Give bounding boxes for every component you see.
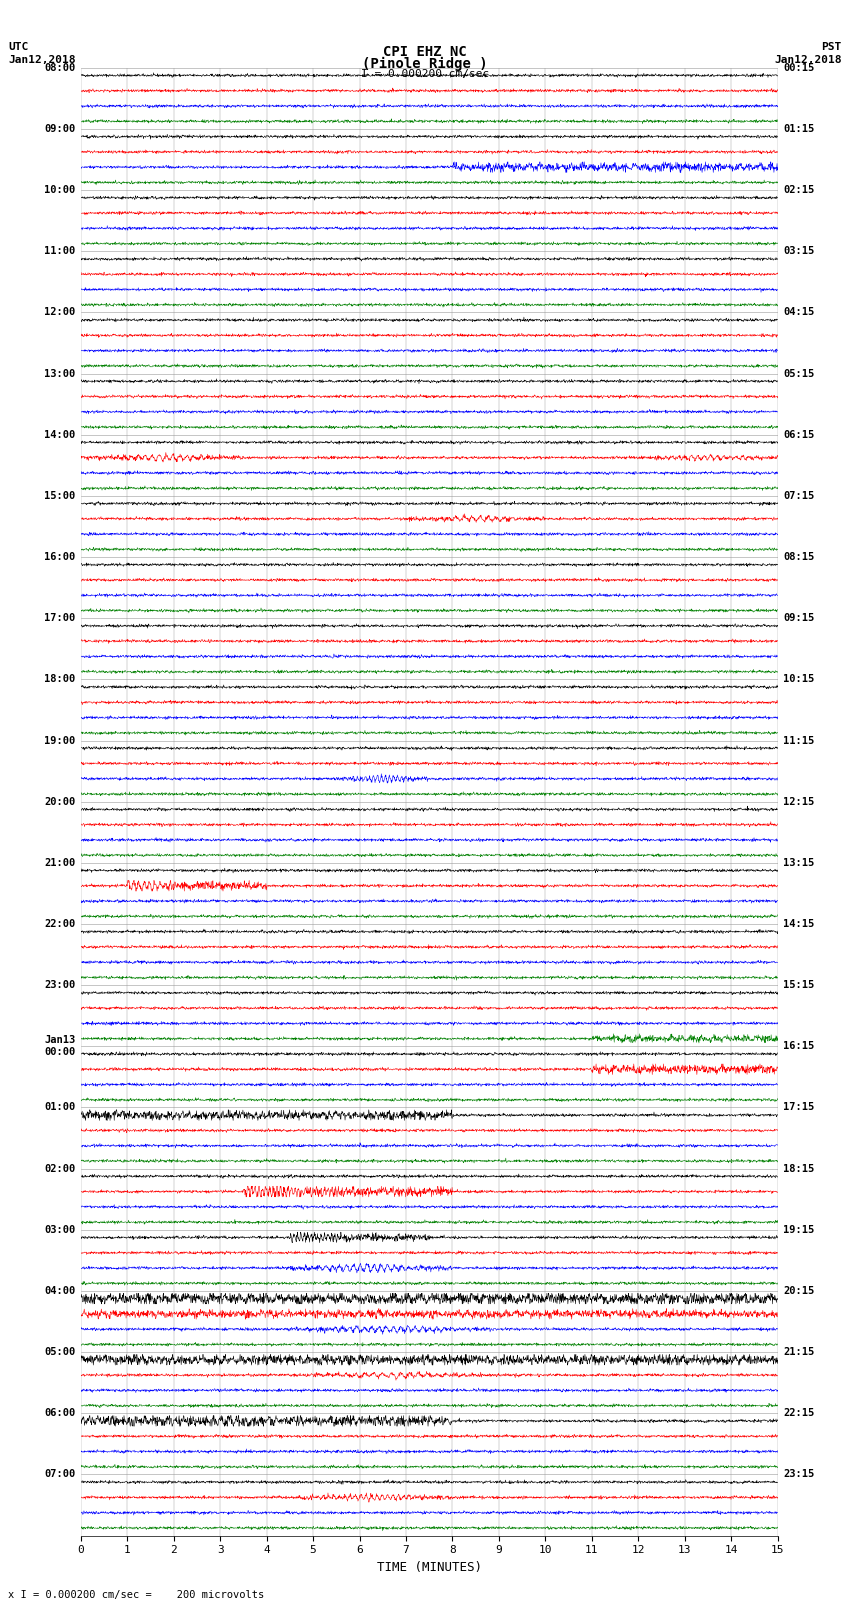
Text: CPI EHZ NC: CPI EHZ NC xyxy=(383,45,467,60)
Text: 22:00: 22:00 xyxy=(44,919,75,929)
Text: 14:00: 14:00 xyxy=(44,429,75,440)
Text: 08:00: 08:00 xyxy=(44,63,75,73)
Text: 01:00: 01:00 xyxy=(44,1102,75,1113)
Text: Jan12,2018: Jan12,2018 xyxy=(774,55,842,65)
Text: 08:15: 08:15 xyxy=(784,552,814,561)
Text: UTC: UTC xyxy=(8,42,29,52)
Text: 16:00: 16:00 xyxy=(44,552,75,561)
Text: 13:00: 13:00 xyxy=(44,368,75,379)
Text: 00:15: 00:15 xyxy=(784,63,814,73)
Text: 13:15: 13:15 xyxy=(784,858,814,868)
Text: Jan12,2018: Jan12,2018 xyxy=(8,55,76,65)
Text: 18:00: 18:00 xyxy=(44,674,75,684)
Text: 17:15: 17:15 xyxy=(784,1102,814,1113)
Text: 10:15: 10:15 xyxy=(784,674,814,684)
Text: PST: PST xyxy=(821,42,842,52)
Text: 02:15: 02:15 xyxy=(784,185,814,195)
Text: 04:15: 04:15 xyxy=(784,308,814,318)
Text: 22:15: 22:15 xyxy=(784,1408,814,1418)
Text: 12:15: 12:15 xyxy=(784,797,814,806)
Text: 10:00: 10:00 xyxy=(44,185,75,195)
Text: 07:00: 07:00 xyxy=(44,1469,75,1479)
Text: 19:00: 19:00 xyxy=(44,736,75,745)
Text: 21:00: 21:00 xyxy=(44,858,75,868)
Text: 20:15: 20:15 xyxy=(784,1286,814,1295)
Text: 03:15: 03:15 xyxy=(784,247,814,256)
X-axis label: TIME (MINUTES): TIME (MINUTES) xyxy=(377,1561,482,1574)
Text: 05:00: 05:00 xyxy=(44,1347,75,1357)
Text: Jan13
00:00: Jan13 00:00 xyxy=(44,1036,75,1057)
Text: 12:00: 12:00 xyxy=(44,308,75,318)
Text: 06:00: 06:00 xyxy=(44,1408,75,1418)
Text: 09:15: 09:15 xyxy=(784,613,814,623)
Text: 01:15: 01:15 xyxy=(784,124,814,134)
Text: 17:00: 17:00 xyxy=(44,613,75,623)
Text: 09:00: 09:00 xyxy=(44,124,75,134)
Text: 21:15: 21:15 xyxy=(784,1347,814,1357)
Text: 04:00: 04:00 xyxy=(44,1286,75,1295)
Text: 02:00: 02:00 xyxy=(44,1163,75,1174)
Text: x I = 0.000200 cm/sec =    200 microvolts: x I = 0.000200 cm/sec = 200 microvolts xyxy=(8,1590,264,1600)
Text: 06:15: 06:15 xyxy=(784,429,814,440)
Text: 16:15: 16:15 xyxy=(784,1042,814,1052)
Text: 23:15: 23:15 xyxy=(784,1469,814,1479)
Text: 15:00: 15:00 xyxy=(44,490,75,502)
Text: 20:00: 20:00 xyxy=(44,797,75,806)
Text: 05:15: 05:15 xyxy=(784,368,814,379)
Text: 07:15: 07:15 xyxy=(784,490,814,502)
Text: 18:15: 18:15 xyxy=(784,1163,814,1174)
Text: 19:15: 19:15 xyxy=(784,1224,814,1236)
Text: 03:00: 03:00 xyxy=(44,1224,75,1236)
Text: 11:15: 11:15 xyxy=(784,736,814,745)
Text: 23:00: 23:00 xyxy=(44,981,75,990)
Text: 14:15: 14:15 xyxy=(784,919,814,929)
Text: I = 0.000200 cm/sec: I = 0.000200 cm/sec xyxy=(361,69,489,79)
Text: (Pinole Ridge ): (Pinole Ridge ) xyxy=(362,56,488,71)
Text: 11:00: 11:00 xyxy=(44,247,75,256)
Text: 15:15: 15:15 xyxy=(784,981,814,990)
